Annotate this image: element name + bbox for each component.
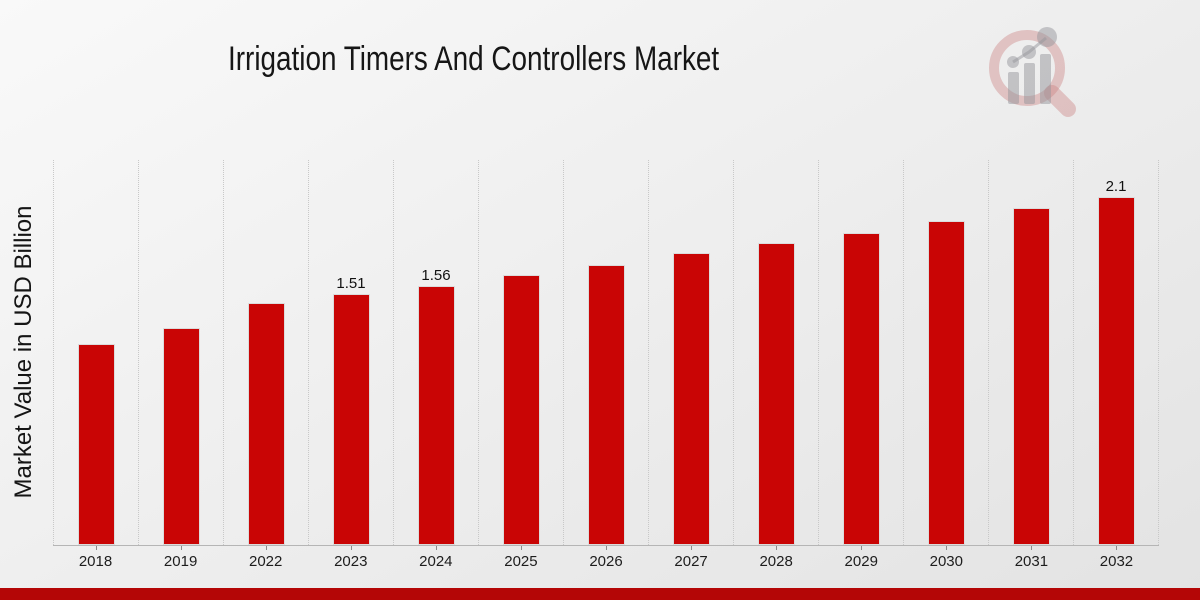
x-axis-tick-label-2022: 2022 [249, 553, 283, 570]
x-axis-tick [946, 546, 947, 550]
logo-bar-medium [1024, 63, 1035, 104]
bar-cell-2027 [648, 160, 733, 550]
bar-2031 [1012, 208, 1050, 545]
bar-cell-2024: 1.56 [393, 160, 478, 550]
x-axis-tick-label-2029: 2029 [844, 553, 878, 570]
magnifier-bar-chart-logo [989, 27, 1076, 117]
magnifier-handle [1044, 85, 1076, 117]
bar-cell-2023: 1.51 [308, 160, 393, 550]
chart-title: Irrigation Timers And Controllers Market [228, 40, 720, 78]
logo-bar-large [1040, 54, 1051, 104]
x-axis-tick [521, 546, 522, 550]
bar-2027 [672, 252, 710, 545]
bar-cell-2030 [903, 160, 988, 550]
x-axis-tick-label-2027: 2027 [674, 553, 708, 570]
bar-2028 [757, 242, 795, 545]
bar-2019 [162, 327, 200, 545]
x-axis-tick [96, 546, 97, 550]
x-axis-tick-label-2023: 2023 [334, 553, 368, 570]
plot-area: 1.51 1.56 2.1 [53, 160, 1159, 550]
x-axis-tick-label-2026: 2026 [589, 553, 623, 570]
x-axis-tick-label-2031: 2031 [1014, 553, 1049, 570]
x-axis-tick [776, 546, 777, 550]
x-axis-tick [1116, 546, 1117, 550]
x-axis-tick [351, 546, 352, 550]
x-axis-tick-label-2030: 2030 [929, 553, 963, 570]
bar-cell-2029 [818, 160, 903, 550]
x-axis-tick-label-2024: 2024 [419, 553, 453, 570]
bar-value-label-2032: 2.1 [1105, 177, 1127, 195]
bar-cell-2022 [223, 160, 308, 550]
bar-cell-2018 [53, 160, 138, 550]
x-axis-tick [266, 546, 267, 550]
x-axis-tick [1031, 546, 1032, 550]
x-axis-tick [181, 546, 182, 550]
bar-cell-2026 [563, 160, 648, 550]
bar-2023 [332, 294, 370, 545]
bar-2024 [417, 286, 455, 545]
bar-value-label-2024: 1.56 [421, 267, 451, 285]
x-axis-tick-label-2025: 2025 [504, 553, 538, 570]
logo-dot-medium [1022, 45, 1036, 59]
x-axis-tick [691, 546, 692, 550]
bar-2022 [247, 302, 285, 545]
x-axis-tick [436, 546, 437, 550]
bar-cell-2028 [733, 160, 818, 550]
x-axis-labels: 2018 2019 2022 2023 2024 2025 2026 2027 2028 2029… [53, 553, 1159, 570]
bar-cell-2019 [138, 160, 223, 550]
logo-dot-large [1037, 27, 1057, 47]
bar-2029 [842, 233, 880, 545]
logo-dot-small [1007, 56, 1019, 68]
y-axis-label: Market Value in USD Billion [10, 205, 37, 499]
x-axis-tick [861, 546, 862, 550]
bar-2026 [587, 264, 625, 545]
bar-2025 [502, 274, 540, 545]
bar-cell-2025 [478, 160, 563, 550]
bar-2018 [77, 344, 115, 545]
x-axis-tick-label-2028: 2028 [759, 553, 793, 570]
x-axis-tick [606, 546, 607, 550]
x-axis-tick-label-2019: 2019 [163, 553, 198, 570]
bar-cell-2031 [988, 160, 1073, 550]
bar-cell-2032: 2.1 [1073, 160, 1159, 550]
bar-2032 [1097, 196, 1135, 545]
bar-value-label-2023: 1.51 [336, 275, 366, 293]
x-axis-tick-label-2032: 2032 [1099, 553, 1134, 570]
bar-2030 [927, 221, 965, 545]
footer-accent-band [0, 588, 1200, 600]
logo-bar-small [1008, 72, 1019, 104]
x-axis-tick-label-2018: 2018 [78, 553, 113, 570]
